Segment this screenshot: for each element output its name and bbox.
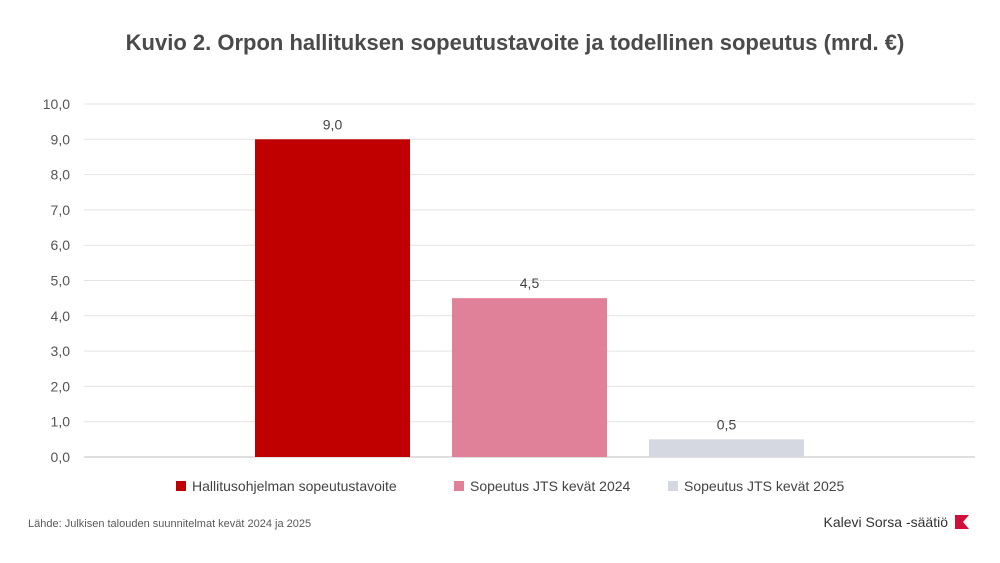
data-label: 0,5 bbox=[717, 416, 737, 432]
legend-label: Hallitusohjelman sopeutustavoite bbox=[192, 478, 397, 494]
legend-swatch bbox=[668, 481, 678, 491]
y-tick-label: 5,0 bbox=[51, 273, 71, 289]
y-tick-label: 6,0 bbox=[51, 237, 71, 253]
legend-swatch bbox=[176, 481, 186, 491]
legend-label: Sopeutus JTS kevät 2024 bbox=[470, 478, 631, 494]
y-tick-label: 10,0 bbox=[43, 96, 70, 112]
chart-title: Kuvio 2. Orpon hallituksen sopeutustavoi… bbox=[125, 30, 905, 55]
legend-label: Sopeutus JTS kevät 2025 bbox=[684, 478, 845, 494]
y-tick-label: 1,0 bbox=[51, 414, 71, 430]
k-logo-icon bbox=[955, 515, 969, 529]
brand-name: Kalevi Sorsa -säätiö bbox=[823, 514, 948, 530]
bar bbox=[649, 439, 804, 457]
data-label: 9,0 bbox=[323, 116, 343, 132]
y-tick-label: 7,0 bbox=[51, 202, 71, 218]
legend-swatch bbox=[454, 481, 464, 491]
y-tick-label: 9,0 bbox=[51, 131, 71, 147]
y-tick-label: 4,0 bbox=[51, 308, 71, 324]
brand: Kalevi Sorsa -säätiö bbox=[823, 514, 970, 530]
y-tick-label: 0,0 bbox=[51, 449, 71, 465]
bar bbox=[452, 298, 607, 457]
y-tick-label: 3,0 bbox=[51, 343, 71, 359]
data-label: 4,5 bbox=[520, 275, 540, 291]
bar bbox=[255, 139, 410, 458]
y-tick-label: 8,0 bbox=[51, 167, 71, 183]
y-tick-label: 2,0 bbox=[51, 378, 71, 394]
source-note: Lähde: Julkisen talouden suunnitelmat ke… bbox=[28, 518, 312, 530]
